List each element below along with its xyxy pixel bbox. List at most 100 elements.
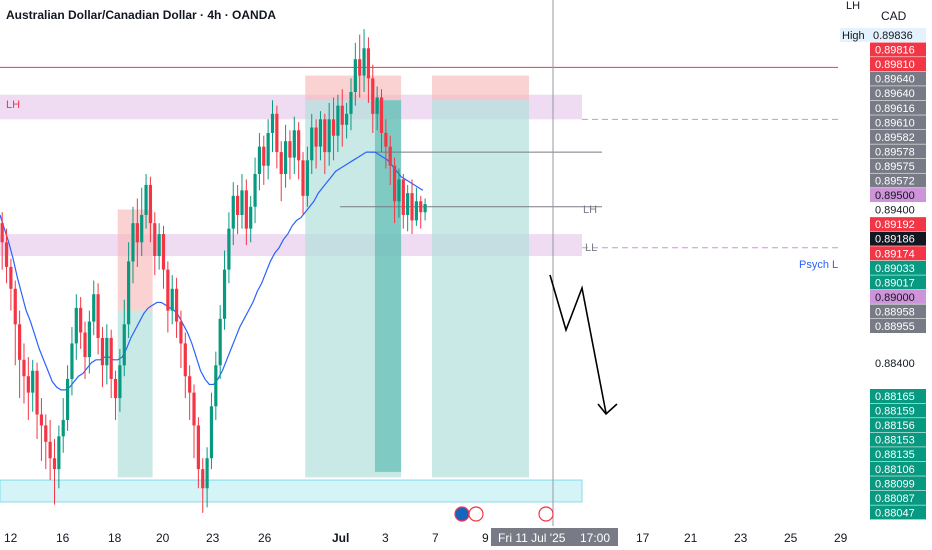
- price-axis[interactable]: LH CAD High 0.89836 0.89816 0.89810 0.89640 0.8…: [838, 0, 932, 550]
- candle-body: [406, 193, 410, 215]
- time-tick: 16: [56, 531, 70, 545]
- candle-body: [310, 127, 314, 161]
- candle-body: [358, 59, 362, 76]
- price-label-bg: [870, 403, 926, 418]
- top-right-lh-label: LH: [846, 0, 860, 12]
- crosshair-time-bg: [491, 528, 618, 546]
- price-label: 0.88156: [875, 420, 915, 432]
- risk-box-a: [117, 209, 153, 311]
- candle-body: [92, 294, 96, 322]
- zone-cyan-2: [0, 479, 583, 503]
- high-label-bg: [840, 28, 926, 42]
- candle-body: [362, 48, 366, 76]
- price-label: 0.89810: [875, 59, 915, 71]
- candle-body: [188, 376, 192, 393]
- crosshair-date-label: Fri 11 Jul '25: [498, 531, 566, 545]
- price-label: 0.89836: [873, 30, 913, 42]
- time-axis-bg: [0, 526, 838, 550]
- candle-body: [244, 190, 248, 229]
- price-label-bg: [870, 389, 926, 403]
- candle-body: [366, 48, 371, 79]
- candle-body: [379, 97, 384, 133]
- time-tick: 25: [784, 531, 798, 545]
- candle-body: [249, 206, 253, 229]
- time-tick: 3: [382, 531, 389, 545]
- price-label: 0.89572: [875, 176, 915, 188]
- candle-body: [414, 201, 418, 221]
- price-label-bg: [870, 129, 926, 144]
- candle-body: [157, 234, 161, 256]
- moving-average: [0, 151, 424, 391]
- price-label: 0.88958: [875, 306, 915, 318]
- time-axis[interactable]: 12 16 18 20 23 26 Jul 3 7 9 17 21 23 25 29 Fri 11 Jul '…: [0, 506, 848, 550]
- price-label-bg: [870, 275, 926, 290]
- price-label-bg: [870, 356, 926, 370]
- price-label: 0.89575: [875, 161, 915, 173]
- price-label-bg: [870, 418, 926, 433]
- candle-body: [96, 294, 100, 338]
- price-label: 0.89610: [875, 117, 915, 129]
- risk-box-c: [432, 75, 529, 101]
- candle-body: [48, 441, 52, 459]
- reward-box-c: [432, 100, 529, 478]
- price-label-bg: [870, 490, 926, 505]
- candle-body: [218, 318, 222, 366]
- candle-body: [262, 146, 266, 166]
- candle-body: [148, 184, 153, 224]
- candle-body: [131, 223, 135, 262]
- price-label-bg: [870, 144, 926, 159]
- candle-body: [179, 321, 183, 344]
- candle-body: [314, 127, 318, 147]
- price-label-bg: [870, 86, 926, 101]
- ll-local-label: LL: [585, 242, 597, 254]
- time-tick: 9: [482, 531, 489, 545]
- ca-event-flag: [468, 506, 484, 522]
- candle-body: [109, 337, 113, 379]
- candle-body: [4, 242, 9, 267]
- level-lines: [0, 0, 838, 532]
- candle-body: [18, 324, 22, 360]
- time-tick: 26: [258, 531, 272, 545]
- projection-path: [549, 274, 607, 414]
- lh-left-label: LH: [6, 99, 20, 111]
- candle-body: [345, 113, 349, 125]
- candle-body: [292, 130, 296, 158]
- price-label-bg: [870, 202, 926, 217]
- price-label: 0.88099: [875, 478, 915, 490]
- price-label-bg: [870, 100, 926, 115]
- candle-body: [35, 370, 39, 415]
- candle-body: [266, 132, 270, 166]
- candle-body: [305, 160, 309, 196]
- candle-body: [288, 141, 292, 158]
- price-label: 0.89640: [875, 88, 915, 100]
- candle-body: [283, 141, 288, 174]
- price-label: 0.89582: [875, 132, 915, 144]
- time-tick: 7: [432, 531, 439, 545]
- candle-body: [65, 378, 70, 420]
- time-tick: 23: [734, 531, 748, 545]
- candle-body: [174, 288, 179, 322]
- candle-body: [236, 195, 240, 215]
- candle-body: [118, 365, 122, 399]
- price-label-bg: [870, 505, 926, 520]
- candle-body: [318, 119, 323, 147]
- candle-body: [26, 376, 30, 393]
- time-tick: 21: [684, 531, 698, 545]
- candle-body: [153, 223, 157, 256]
- price-label-bg: [870, 115, 926, 130]
- candle-body: [301, 160, 305, 196]
- price-label: 0.89192: [875, 219, 915, 231]
- candle-body: [331, 119, 336, 136]
- candle-body: [231, 195, 235, 229]
- candle-body: [392, 165, 397, 202]
- ma-line: [0, 151, 424, 391]
- candle-body: [170, 288, 174, 311]
- time-tick: 17: [636, 531, 650, 545]
- currency-label: CAD: [881, 9, 907, 23]
- candle-body: [79, 307, 83, 333]
- candle-body: [384, 132, 388, 147]
- price-label: 0.89616: [875, 103, 915, 115]
- candle-body: [135, 223, 139, 243]
- candle-body: [353, 59, 357, 92]
